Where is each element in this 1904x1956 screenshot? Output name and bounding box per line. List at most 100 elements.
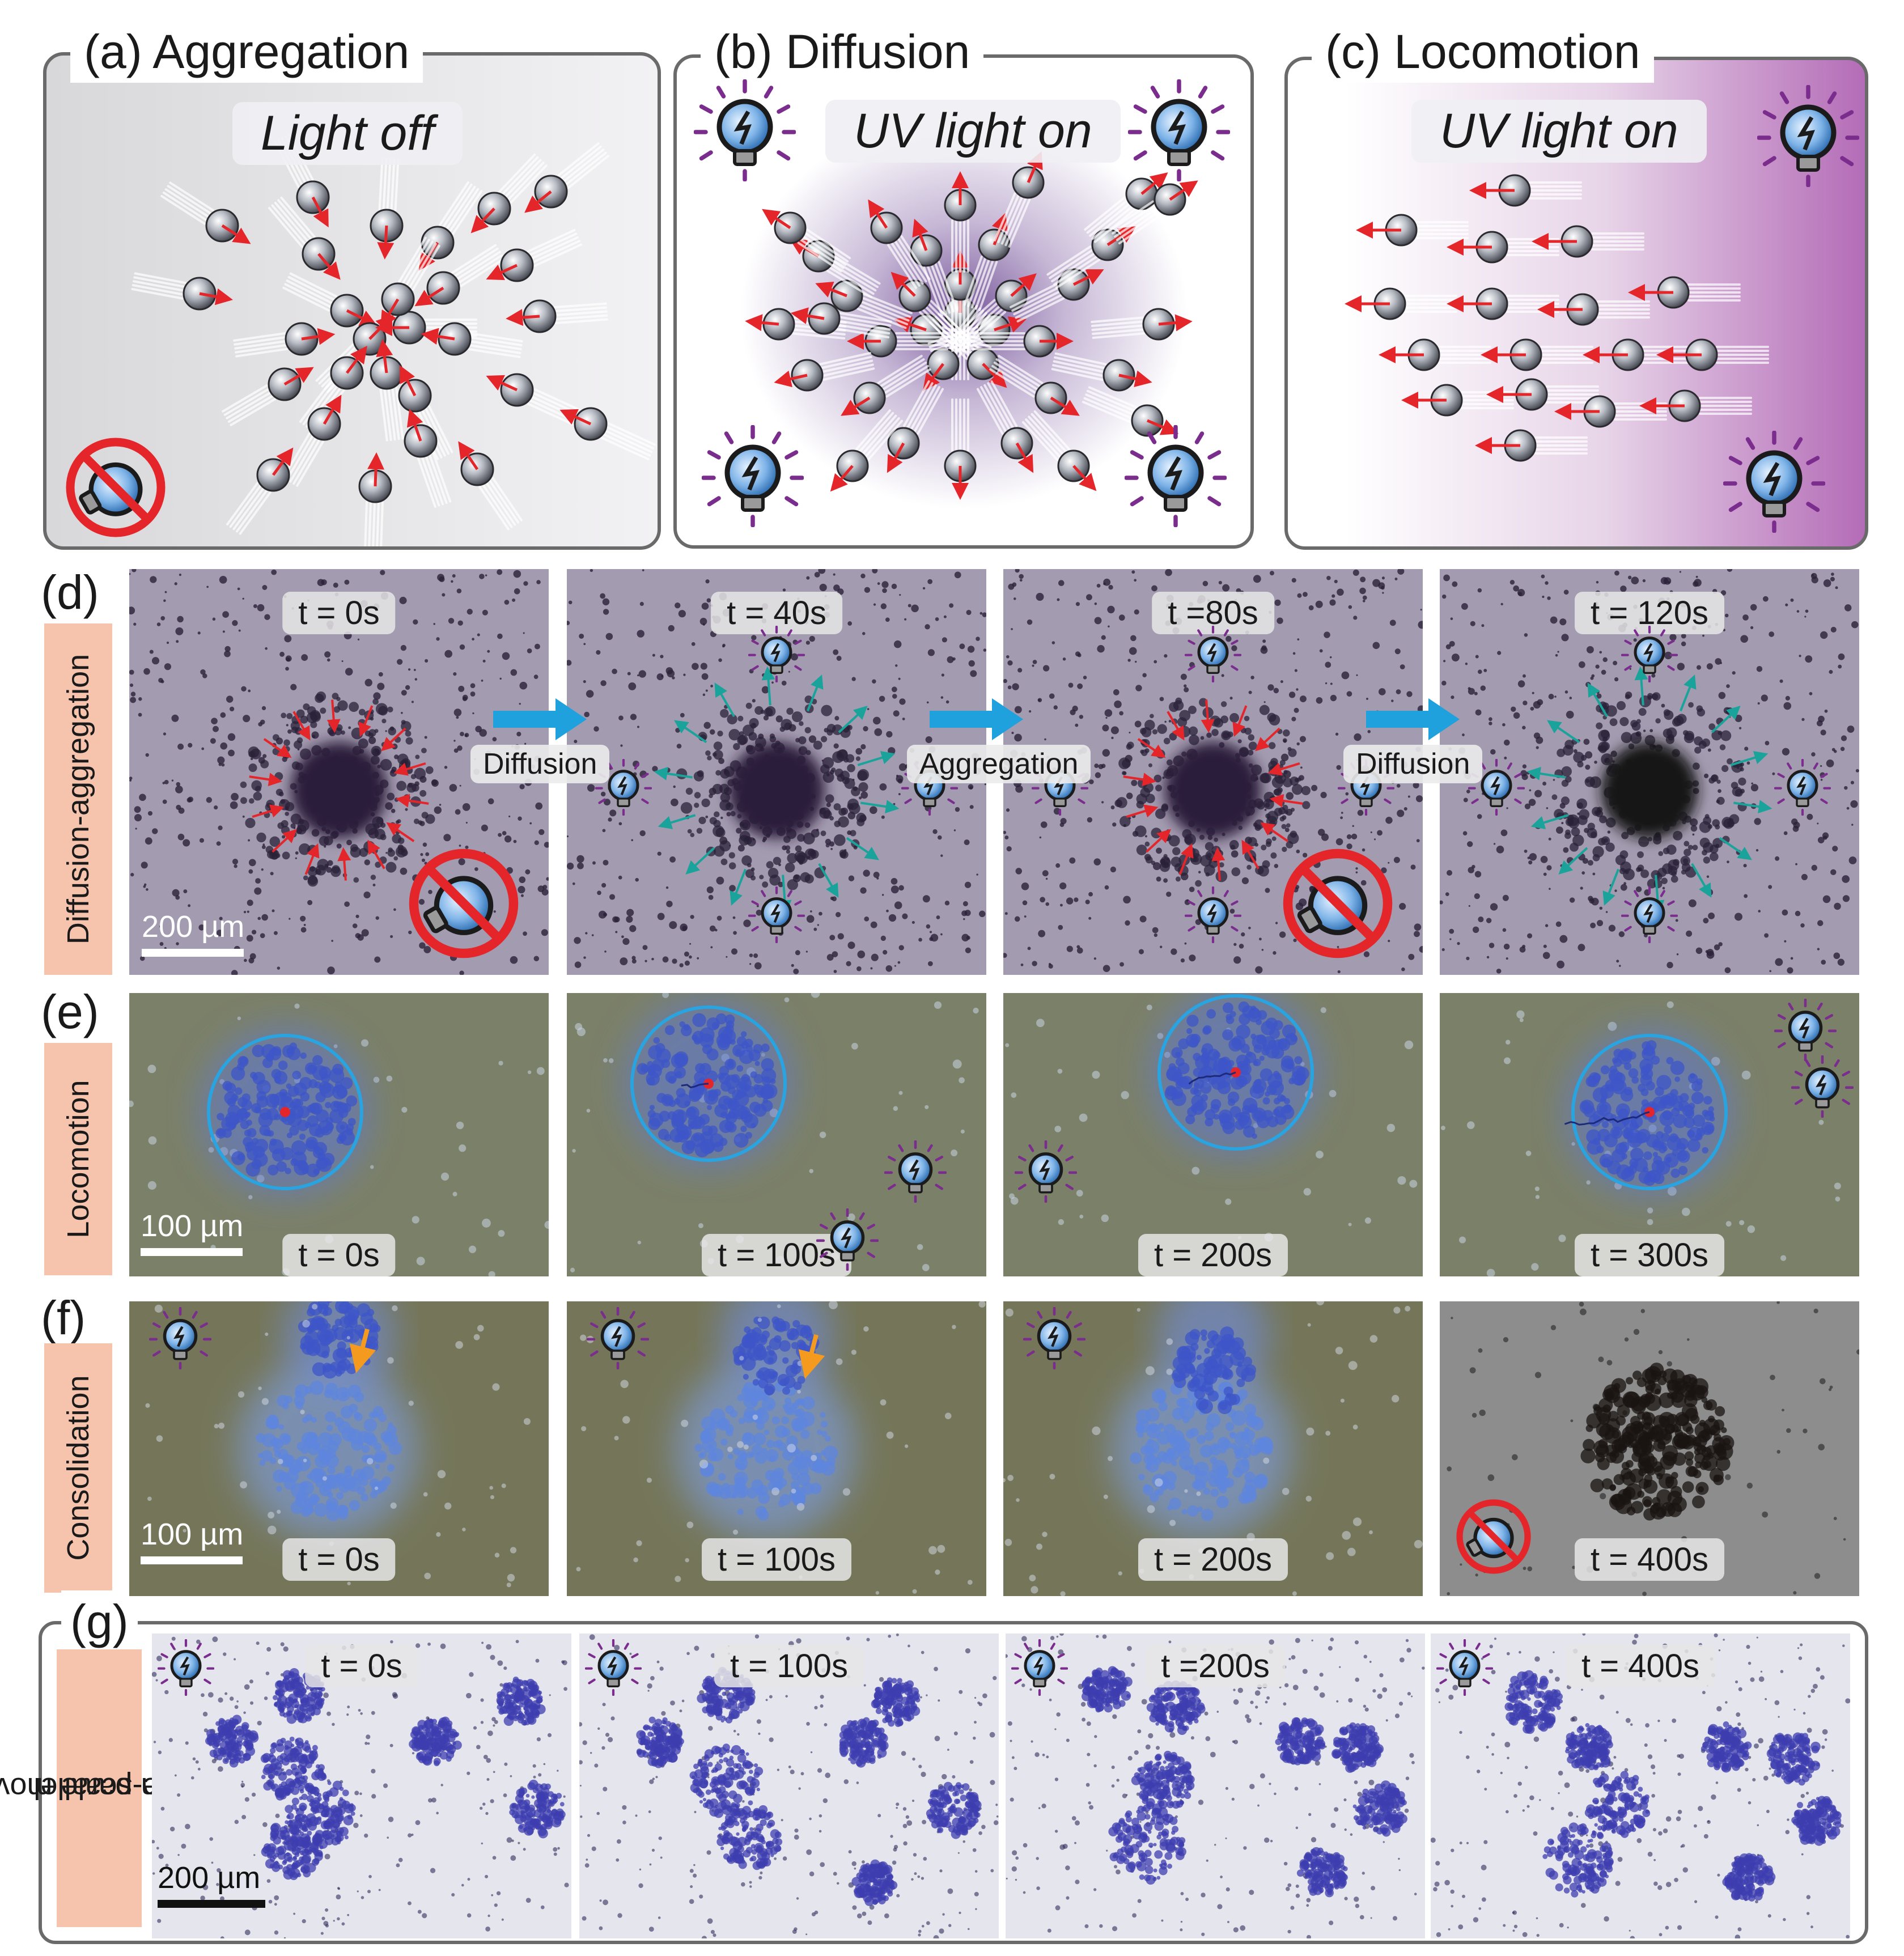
particle-icon <box>1628 276 1741 309</box>
particle-icon <box>1051 352 1152 392</box>
scale-bar-label: 200 µm <box>158 1861 261 1895</box>
scale-bar-line <box>141 1248 243 1256</box>
panel-b-light-label: UV light on <box>825 100 1121 163</box>
panel-c-light-label: UV light on <box>1411 100 1707 163</box>
micrograph-e-3 <box>1440 993 1859 1276</box>
particle-icon <box>1091 308 1193 341</box>
process-label: Diffusion <box>1343 745 1483 783</box>
particle-icon <box>1447 231 1559 264</box>
particle-icon <box>1532 225 1644 258</box>
direction-arrow <box>263 738 292 758</box>
particle-icon <box>1639 389 1752 422</box>
particle-icon <box>989 355 1080 416</box>
particle-icon <box>1082 386 1179 437</box>
tracking-circle <box>207 1034 363 1190</box>
tracking-circle <box>1571 1034 1728 1190</box>
direction-arrow <box>838 706 868 733</box>
scale-bar-line <box>158 1900 265 1908</box>
direction-arrow <box>730 868 747 906</box>
direction-arrow <box>846 837 879 860</box>
time-label: t = 100s <box>702 1234 851 1276</box>
direction-arrow <box>1530 814 1569 829</box>
time-label: t = 400s <box>1566 1645 1715 1687</box>
row-e-letter: (e) <box>41 985 99 1038</box>
particle-icon <box>282 394 342 487</box>
particle-icon <box>944 398 977 500</box>
row-e-side-label: Locomotion <box>44 1043 112 1275</box>
particle-icon <box>486 229 583 282</box>
time-label: t = 0s <box>282 1538 396 1581</box>
panel-b-particles <box>745 151 1198 500</box>
direction-arrow <box>685 847 715 875</box>
tracking-circle <box>630 1005 787 1162</box>
time-label: t = 300s <box>1575 1234 1724 1276</box>
particle-icon <box>414 244 506 307</box>
time-label: t = 0s <box>282 592 396 634</box>
direction-arrow <box>1241 839 1260 869</box>
process-label: Diffusion <box>470 745 610 783</box>
uv-bulb-icon <box>748 886 805 943</box>
row-g-letter: (g) <box>61 1590 138 1653</box>
particle-icon <box>160 181 251 244</box>
particle-icon <box>976 380 1034 473</box>
time-label: t = 0s <box>305 1645 418 1687</box>
trajectory <box>1188 1071 1236 1085</box>
time-label: t = 100s <box>702 1538 851 1581</box>
uv-bulb-icon <box>702 425 804 527</box>
particle-icon <box>1656 338 1769 371</box>
micrograph-e-2 <box>1003 993 1423 1276</box>
particle-icon <box>1486 378 1599 411</box>
scale-bar-label: 100 µm <box>141 1517 244 1551</box>
scale-bar-line <box>141 1556 243 1564</box>
direction-arrow <box>1730 751 1769 766</box>
particle-icon <box>1379 338 1491 371</box>
particle-icon <box>762 209 851 273</box>
scale-bar: 100 µm <box>141 1208 243 1259</box>
uv-bulb-icon <box>1023 1307 1085 1369</box>
uv-bulb-icon <box>1436 1639 1493 1696</box>
particle-icon <box>233 322 336 358</box>
direction-arrow <box>654 766 693 780</box>
direction-arrow <box>1260 822 1289 842</box>
trajectory <box>681 1083 709 1089</box>
particle-icon <box>1481 338 1593 371</box>
direction-arrow <box>1137 738 1166 758</box>
particle-icon <box>358 452 392 546</box>
direction-arrow <box>358 705 374 737</box>
time-label: t = 200s <box>1138 1234 1288 1276</box>
direction-arrow <box>349 1329 376 1373</box>
row-g-side-label: Large-scale move in parallel <box>0 1649 221 1927</box>
panel-c-particles <box>1345 174 1769 462</box>
particle-icon <box>841 355 931 416</box>
uv-bulb-icon <box>1185 626 1241 682</box>
direction-arrow <box>714 682 735 718</box>
uv-bulb-icon <box>1621 626 1678 682</box>
particle-icon <box>418 181 483 271</box>
panel-b-title: (b) Diffusion <box>701 20 984 83</box>
particle-icon <box>559 407 656 460</box>
uv-bulb-icon <box>1128 79 1230 181</box>
process-arrow <box>1366 698 1460 740</box>
direction-arrow <box>1547 720 1580 744</box>
row-d-side-label: Diffusion-aggregation <box>44 623 112 975</box>
particle-icon <box>470 153 548 234</box>
particle-icon <box>1475 429 1588 462</box>
particle-icon <box>380 236 440 329</box>
time-label: t =200s <box>1145 1645 1286 1687</box>
uv-bulb-icon <box>158 1639 214 1696</box>
particle-icon <box>524 142 609 213</box>
particle-icon <box>944 171 977 273</box>
micrograph-g-0 <box>152 1633 571 1938</box>
particle-icon <box>458 441 523 531</box>
direction-arrow <box>292 711 311 741</box>
direction-arrow <box>860 800 900 814</box>
particle-icon <box>1109 180 1198 245</box>
row-f-side-label: Consolidation <box>44 1343 112 1593</box>
row-f-letter: (f) <box>41 1291 86 1344</box>
scale-bar: 100 µm <box>141 1517 243 1568</box>
row-g-frame <box>39 1621 1868 1944</box>
particle-icon <box>370 339 404 442</box>
direction-arrow <box>1526 766 1566 780</box>
direction-arrow <box>249 773 283 787</box>
direction-arrow <box>1711 706 1741 733</box>
